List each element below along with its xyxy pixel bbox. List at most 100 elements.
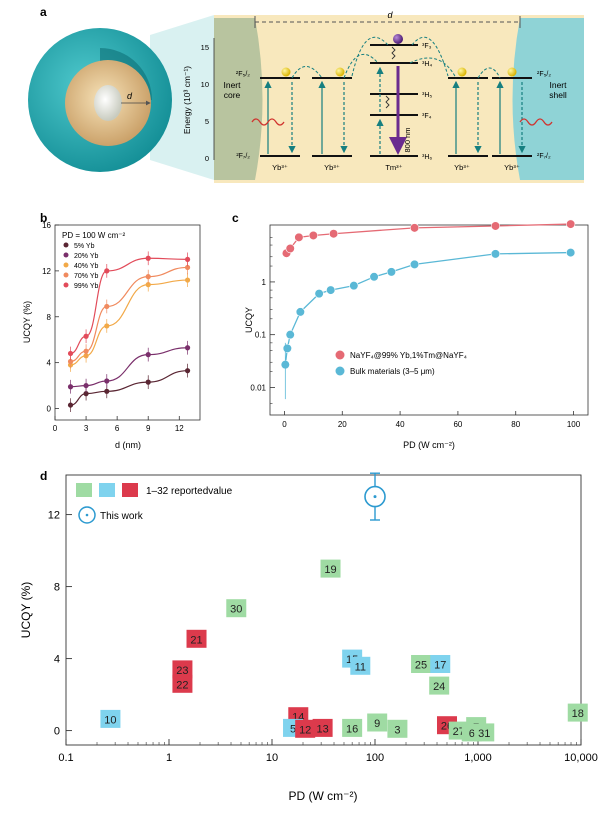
yb-lower-label-left: ²F₇/₂ — [236, 153, 250, 160]
tm-level-3h5: ³H₅ — [422, 92, 432, 99]
d-point-label: 24 — [433, 681, 445, 693]
inert-core-region — [214, 18, 263, 180]
c-point — [285, 243, 295, 254]
legend-marker-nayf4 — [335, 350, 345, 360]
b-legend-marker — [63, 272, 69, 278]
zoom-cone — [150, 15, 214, 180]
inner-core — [94, 85, 122, 121]
d-point-box — [387, 719, 408, 738]
d-point-label: 17 — [434, 660, 446, 672]
panel-b-ylabel: UCQY (%) — [22, 301, 32, 343]
ion-label-3: Tm³⁺ — [385, 163, 402, 172]
b-point — [83, 382, 89, 389]
panel-a: a d Inert core Inert shell d Energy (10³… — [28, 5, 584, 183]
legend-marker-bulk — [335, 366, 345, 376]
panel-b-axes: 0 3 6 9 12 0 4 8 12 16 — [42, 221, 184, 433]
this-work-dot — [373, 495, 377, 499]
panel-b-curves — [70, 257, 188, 406]
d-ytick-label: 12 — [48, 510, 60, 522]
nanoparticle-sphere: d — [28, 28, 172, 172]
b-xtick-label: 3 — [84, 424, 89, 433]
ion-label-5: Yb³⁺ — [504, 163, 520, 172]
b-legend-marker — [63, 282, 69, 288]
c-point — [409, 223, 420, 233]
b-ytick-label: 0 — [47, 405, 52, 414]
b-xtick-label: 9 — [146, 424, 151, 433]
d-point-box — [474, 723, 495, 742]
panel-b-label: b — [40, 211, 47, 225]
gap-d-label: d — [387, 10, 393, 20]
b-xtick-label: 6 — [115, 424, 120, 433]
d-point-box — [226, 599, 247, 618]
legend-reported-label: 1–32 reportedvalue — [146, 486, 233, 497]
panel-c-frame — [269, 224, 589, 416]
c-xtick-label: 40 — [396, 420, 405, 429]
c-xtick-label: 0 — [282, 420, 287, 429]
d-point-box — [295, 719, 316, 738]
c-ytick-label: 1 — [262, 278, 267, 287]
d-ytick-label: 8 — [54, 582, 60, 594]
laser-right — [519, 118, 553, 126]
tm-level-3h4: ³H₄ — [422, 61, 432, 68]
d-point-label: 25 — [415, 660, 427, 672]
b-curve-1 — [70, 347, 188, 388]
b-point — [145, 379, 151, 385]
inert-shell-label-2: shell — [549, 90, 567, 100]
panel-d-axes: 0.1 1 10 100 1,000 10,000 0 4 8 12 — [48, 510, 598, 764]
b-point — [67, 358, 74, 365]
d-point-label: 16 — [346, 723, 358, 735]
c-xtick-label: 80 — [511, 420, 520, 429]
panel-d-label: d — [40, 469, 47, 483]
b-legend-label: 40% Yb — [74, 263, 98, 270]
panel-c-xlabel: PD (W cm⁻²) — [403, 440, 455, 450]
d-point-box — [367, 713, 388, 732]
b-point — [104, 268, 110, 274]
c-point — [409, 259, 420, 269]
d-point-box — [186, 629, 207, 648]
legend-label-bulk: Bulk materials (3–5 μm) — [350, 367, 435, 376]
d-point-box — [429, 676, 450, 695]
yb-ion-3: Yb³⁺ — [448, 67, 488, 172]
d-point-label: 12 — [299, 724, 311, 736]
c-line-0 — [285, 223, 571, 254]
c-point — [326, 285, 336, 295]
panel-c: c 0 20 40 60 80 100 0.01 0.1 1 NaYF₄@99% Yb,1%Tm… — [232, 211, 589, 450]
d-point-box — [430, 655, 451, 673]
b-point — [184, 368, 191, 374]
yb-upper-label-right: ²F₅/₂ — [537, 71, 551, 78]
d-point-label: 3 — [394, 724, 400, 736]
d-point-box — [350, 656, 371, 675]
panel-c-lines — [284, 223, 571, 365]
c-point — [349, 281, 359, 291]
c-ytick-label: 0.01 — [250, 383, 266, 392]
b-point — [67, 402, 74, 408]
d-point-box — [100, 709, 121, 728]
b-legend-label: 5% Yb — [74, 243, 95, 250]
legend-swatch-red — [122, 483, 138, 497]
d-ytick-label: 0 — [54, 726, 60, 738]
legend-this-work-marker — [78, 506, 96, 524]
b-point — [104, 323, 110, 329]
c-point — [282, 343, 292, 353]
c-point — [295, 307, 305, 317]
b-point — [67, 350, 74, 357]
panel-c-label: c — [232, 211, 239, 225]
yb-ion-2: Yb³⁺ — [312, 67, 352, 172]
c-point — [294, 232, 304, 242]
d-ytick-label: 4 — [54, 654, 60, 666]
panel-d-points: 1930212322151125172410145121316932627763… — [100, 472, 588, 742]
d-point-label: 5 — [290, 723, 296, 735]
inert-shell-label-1: Inert — [549, 80, 567, 90]
tm-ion: 800 nm ³F₃ ³H₄ ³H₅ ³F₄ ³H₆ Tm³⁺ — [370, 34, 432, 172]
legend-swatch-green — [76, 483, 92, 497]
c-point — [566, 247, 576, 258]
b-ytick-label: 12 — [42, 267, 51, 276]
d-point-box — [172, 660, 193, 679]
d-point-label: 21 — [190, 634, 202, 646]
c-xtick-label: 60 — [453, 420, 462, 429]
energy-transfer-arcs — [291, 36, 501, 79]
panel-c-points — [280, 219, 576, 400]
panel-d-xlabel: PD (W cm⁻²) — [289, 789, 358, 803]
c-point — [285, 330, 295, 340]
d-point-label: 23 — [176, 665, 188, 677]
